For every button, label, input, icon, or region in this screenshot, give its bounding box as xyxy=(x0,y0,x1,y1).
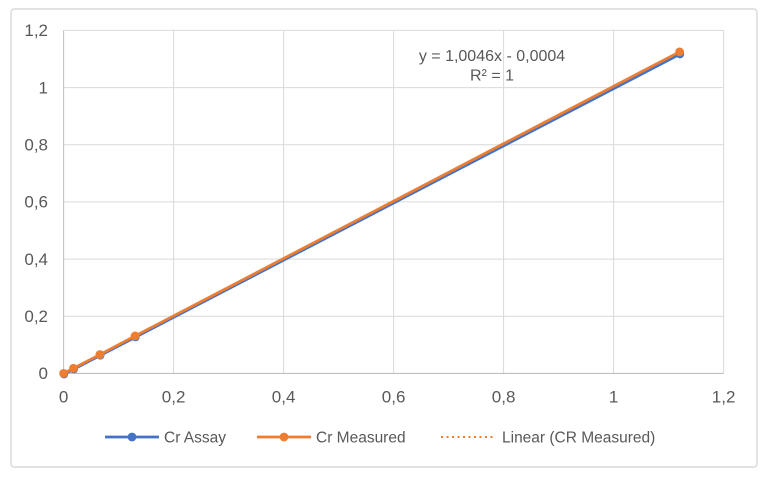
y-tick-label-3: 0,6 xyxy=(24,193,48,212)
legend-item-cr-measured: Cr Measured xyxy=(257,429,406,446)
y-tick-label-4: 0,8 xyxy=(24,135,48,154)
y-tick-label-6: 1,2 xyxy=(24,21,48,40)
data-point-cr-measured-0 xyxy=(59,369,68,378)
legend-item-linear-cr-measured-: Linear (CR Measured) xyxy=(441,429,655,446)
trendline-equation-text: y = 1,0046x - 0,0004 xyxy=(419,48,565,65)
legend-swatch-marker-cr-assay xyxy=(127,432,137,442)
trendline-annotation: y = 1,0046x - 0,0004 R² = 1 xyxy=(419,48,565,85)
data-point-cr-measured-3 xyxy=(130,331,140,341)
data-point-cr-measured-1 xyxy=(69,363,78,373)
x-tick-label-1: 0,2 xyxy=(162,388,186,407)
y-tick-label-5: 1 xyxy=(39,78,48,97)
x-tick-label-3: 0,6 xyxy=(382,388,406,407)
x-tick-label-2: 0,4 xyxy=(272,388,296,407)
axis-lines xyxy=(63,30,724,374)
chart-frame-border xyxy=(10,8,758,468)
legend-swatch-marker-cr-measured xyxy=(279,432,289,442)
x-tick-label-4: 0,8 xyxy=(492,388,516,407)
trendline-r-squared-text: R² = 1 xyxy=(470,68,514,85)
x-tick-label-5: 1 xyxy=(609,388,618,407)
y-tick-label-0: 0 xyxy=(39,364,48,383)
data-point-cr-measured-4 xyxy=(675,47,684,57)
legend-label-linear-cr-measured-: Linear (CR Measured) xyxy=(502,429,655,446)
tick-labels: 0 0,2 0,4 0,6 0,8 1 1,2 0 0,2 0,4 0,6 0,8 1 1,2 xyxy=(24,21,735,406)
x-tick-label-6: 1,2 xyxy=(712,388,736,407)
y-tick-label-1: 0,2 xyxy=(24,307,48,326)
x-tick-label-0: 0 xyxy=(59,388,68,407)
y-tick-label-2: 0,4 xyxy=(24,250,48,269)
series-layer xyxy=(59,47,685,379)
legend: Cr Assay Cr Measured Linear (CR Measured) xyxy=(105,429,655,446)
chart-frame xyxy=(10,8,758,468)
legend-label-cr-measured: Cr Measured xyxy=(316,429,406,446)
legend-label-cr-assay: Cr Assay xyxy=(164,429,226,446)
series-cr-measured xyxy=(59,47,684,378)
legend-item-cr-assay: Cr Assay xyxy=(105,429,226,446)
data-point-cr-measured-2 xyxy=(95,350,105,359)
